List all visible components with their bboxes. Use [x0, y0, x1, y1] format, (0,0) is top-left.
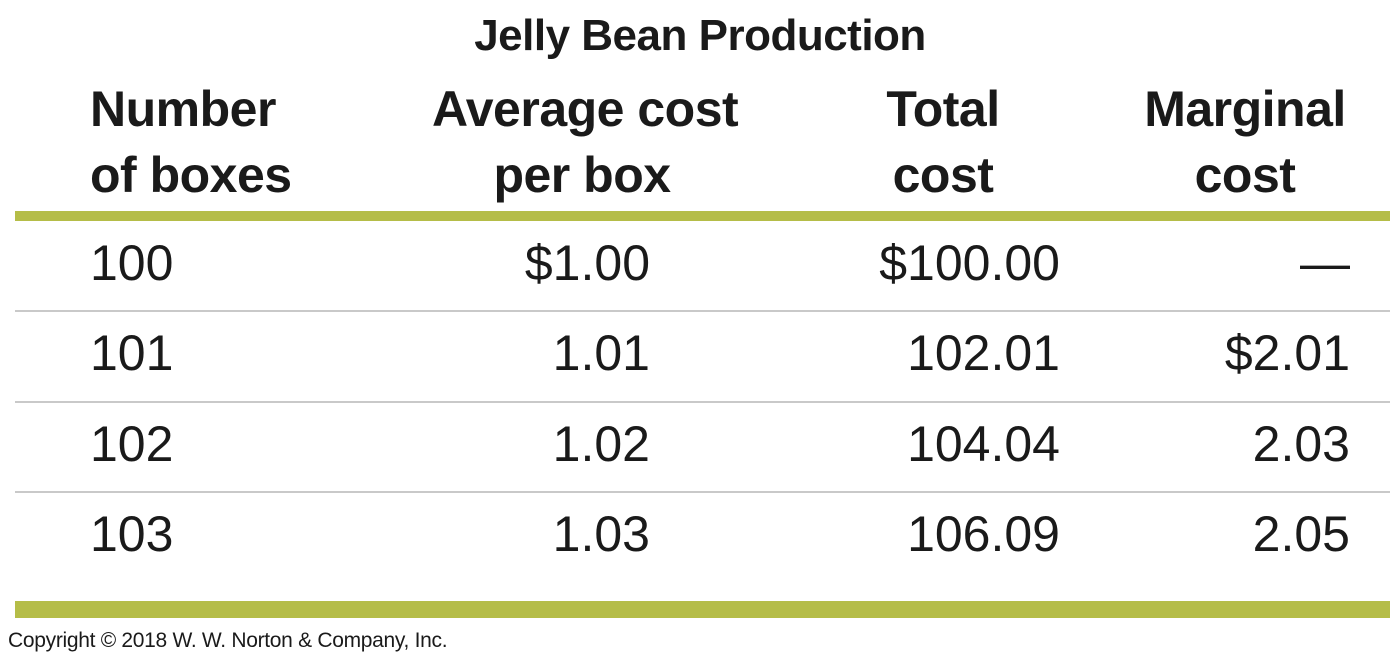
table-cell: 101 — [90, 325, 174, 381]
row-divider — [15, 310, 1390, 312]
row-divider — [15, 401, 1390, 403]
column-header-line: per box — [493, 147, 671, 203]
table-cell: 102 — [90, 416, 174, 472]
table-cell: 100 — [90, 235, 174, 291]
column-header-line: Average cost — [432, 81, 739, 137]
table-cell: 102.01 — [907, 325, 1060, 381]
table-cell: 103 — [90, 506, 174, 562]
column-header-average-cost: Average cost per box — [432, 76, 739, 208]
table-cell: $100.00 — [879, 235, 1060, 291]
table-cell: 1.01 — [552, 325, 650, 381]
table-cell: — — [1300, 235, 1350, 291]
table-cell: 2.05 — [1252, 506, 1350, 562]
column-header-line: cost — [1194, 147, 1296, 203]
column-header-total-cost: Total cost — [868, 76, 1018, 208]
table-cell: 1.02 — [552, 416, 650, 472]
column-header-line: cost — [892, 147, 994, 203]
table-cell: 104.04 — [907, 416, 1060, 472]
table-cell: 106.09 — [907, 506, 1060, 562]
footer-divider — [15, 601, 1390, 618]
table-cell: $1.00 — [524, 235, 650, 291]
row-divider — [15, 491, 1390, 493]
column-header-line: Number — [90, 81, 276, 137]
table-cell: $2.01 — [1224, 325, 1350, 381]
header-divider — [15, 211, 1390, 221]
copyright-notice: Copyright © 2018 W. W. Norton & Company,… — [8, 629, 448, 652]
table-cell: 2.03 — [1252, 416, 1350, 472]
table-title: Jelly Bean Production — [474, 11, 926, 60]
column-header-line: of boxes — [90, 147, 292, 203]
table-cell: 1.03 — [552, 506, 650, 562]
column-header-line: Marginal — [1144, 81, 1346, 137]
column-header-marginal-cost: Marginal cost — [1140, 76, 1350, 208]
column-header-line: Total — [886, 81, 1000, 137]
column-header-number-of-boxes: Number of boxes — [90, 76, 292, 208]
